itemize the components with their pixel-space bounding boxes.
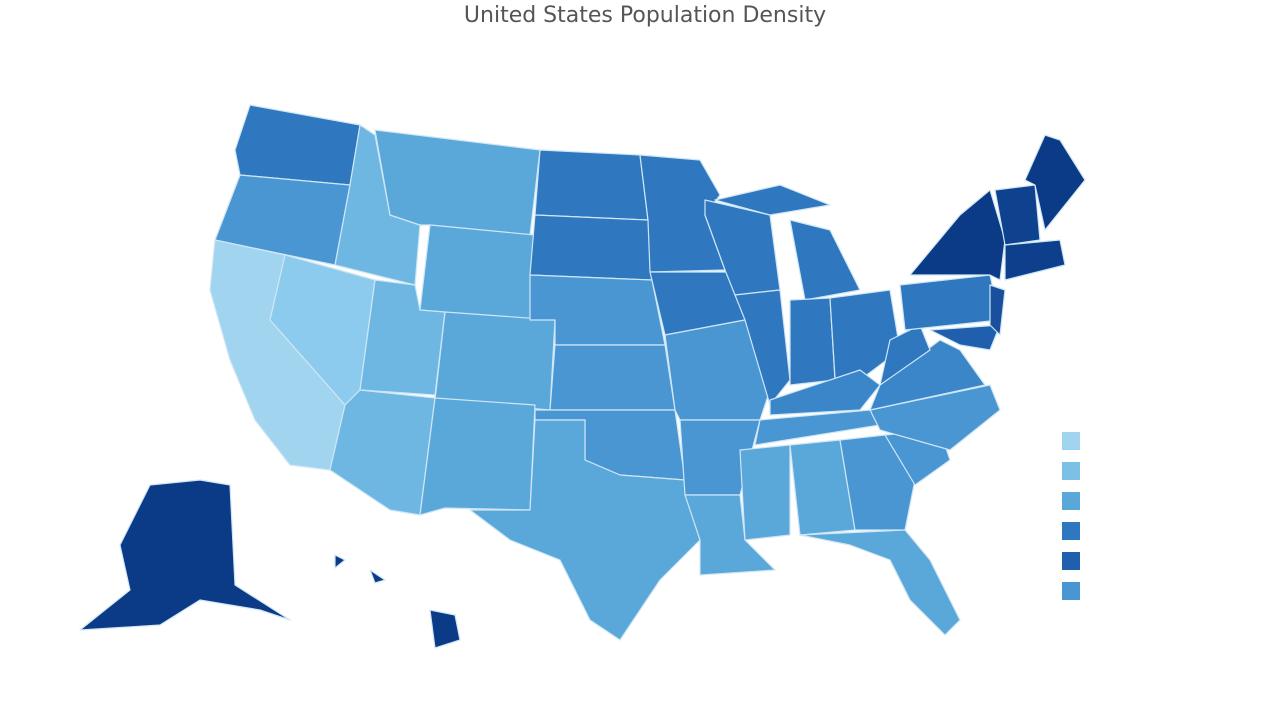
state	[429, 609, 461, 649]
state	[1024, 134, 1086, 231]
state	[1004, 239, 1066, 281]
legend-swatch	[1062, 492, 1080, 510]
state	[684, 494, 776, 576]
state	[329, 389, 436, 516]
state	[529, 214, 653, 281]
state	[869, 384, 1001, 451]
state	[909, 189, 1006, 281]
legend-swatch	[1062, 582, 1080, 600]
state	[994, 184, 1041, 246]
state	[334, 124, 421, 286]
state	[789, 297, 836, 386]
state	[549, 344, 676, 411]
state	[419, 224, 536, 321]
legend-swatch	[1062, 552, 1080, 570]
state	[334, 554, 346, 569]
state	[829, 289, 901, 381]
legend	[1062, 432, 1080, 600]
legend-swatch	[1062, 522, 1080, 540]
state	[469, 419, 701, 641]
state	[929, 324, 1001, 351]
state	[739, 444, 791, 541]
map-title: United States Population Density	[464, 3, 826, 28]
state	[734, 289, 791, 406]
state	[79, 479, 291, 631]
state	[434, 311, 556, 411]
state	[769, 369, 881, 416]
state	[989, 284, 1006, 336]
legend-swatch	[1062, 432, 1080, 450]
state	[839, 434, 916, 531]
states	[79, 104, 1086, 649]
state	[799, 529, 961, 636]
legend-swatch	[1062, 462, 1080, 480]
state	[369, 569, 386, 584]
state	[869, 339, 986, 411]
state	[419, 397, 536, 516]
state	[534, 149, 649, 221]
state	[714, 184, 831, 216]
state	[234, 104, 361, 186]
state	[789, 219, 861, 301]
state	[899, 274, 1001, 331]
